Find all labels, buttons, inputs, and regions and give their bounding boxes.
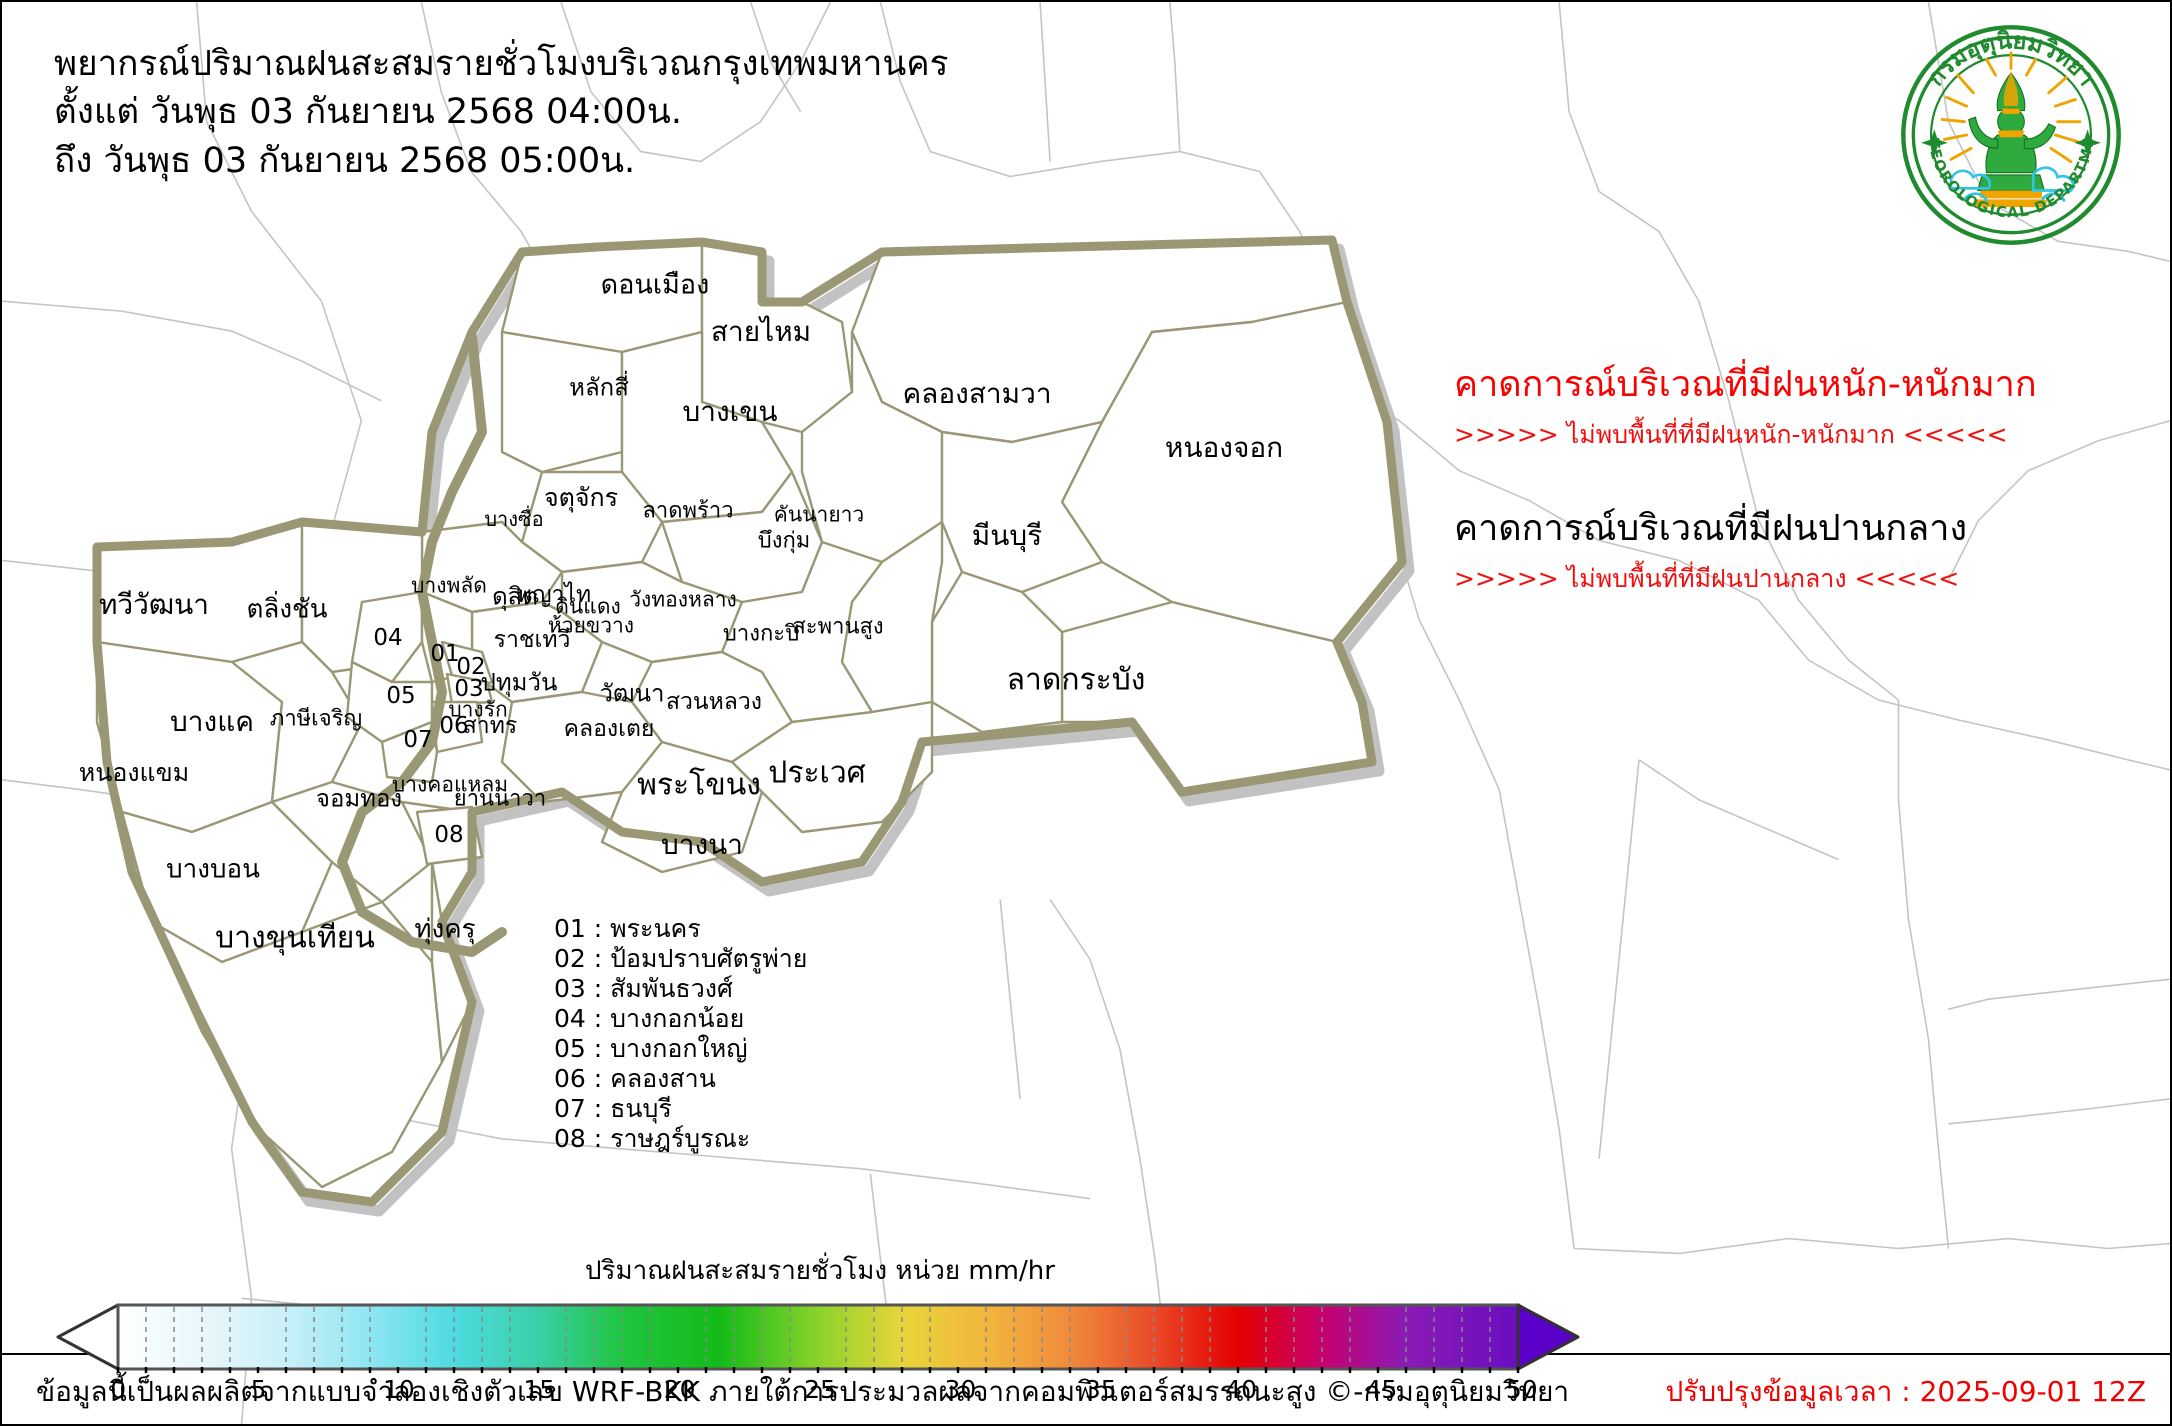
numbered-district-row: 07 : ธนบุรี [554,1094,672,1123]
page-title: พยากรณ์ปริมาณฝนสะสมรายชั่วโมงบริเวณกรุงเ… [54,40,948,185]
heavy-rain-heading: คาดการณ์บริเวณที่มีฝนหนัก-หนักมาก [1454,364,2037,405]
colorbar-tick-label: 30 [944,1375,977,1404]
page-title-main: พยากรณ์ปริมาณฝนสะสมรายชั่วโมงบริเวณกรุงเ… [54,44,949,84]
heavy-rain-result: >>>>> ไม่พบพื้นที่ที่มีฝนหนัก-หนักมาก <<… [1454,420,2008,449]
colorbar-tick-label: 20 [663,1375,696,1404]
forecast-end-time: ถึง วันพุธ 03 กันยายน 2568 05:00น. [54,140,636,181]
rain-warning-panel: คาดการณ์บริเวณที่มีฝนหนัก-หนักมาก >>>>> … [1454,362,2114,595]
colorbar-tick-label: 50 [1505,1375,1538,1404]
colorbar-tick-label: 0 [110,1375,127,1404]
colorbar-box [40,1301,1600,1373]
colorbar-tick-label: 35 [1084,1375,1117,1404]
colorbar-tick-label: 40 [1225,1375,1257,1404]
numbered-district-row: 08 : ราษฎร์บูรณะ [554,1124,751,1153]
tmd-seal-logo: กรมอุตุนิยมวิทยา METEOROLOGICAL DEPARTME… [1900,24,2121,245]
numbered-district-legend: 01 : พระนคร 02 : ป้อมปราบศัตรูพ่าย 03 : สั… [554,914,807,1154]
moderate-rain-result: >>>>> ไม่พบพื้นที่ที่มีฝนปานกลาง <<<<< [1454,563,1960,593]
footer-update-time: ปรับปรุงข้อมูลเวลา : 2025-09-01 12Z [1665,1375,2146,1408]
moderate-rain-heading: คาดการณ์บริเวณที่มีฝนปานกลาง [1454,507,1968,549]
numbered-district-row: 03 : สัมพันธวงศ์ [554,974,733,1003]
numbered-district-row: 06 : คลองสาน [554,1064,716,1093]
numbered-district-row: 02 : ป้อมปราบศัตรูพ่าย [554,944,808,973]
rainfall-colorbar: ปริมาณฝนสะสมรายชั่วโมง หน่วย mm/hr 0 5 10 1… [40,1250,1600,1413]
footer-source-note: ข้อมูลนี้เป็นผลผลิตจากแบบจำลองเชิงตัวเลข… [36,1375,1570,1408]
colorbar-tick-label: 25 [804,1375,836,1404]
numbered-district-row: 01 : พระนคร [554,914,701,943]
colorbar-tick-label: 15 [523,1375,556,1404]
numbered-district-row: 04 : บางกอกน้อย [554,1004,745,1033]
colorbar-gradient [56,1303,1580,1373]
colorbar-title: ปริมาณฝนสะสมรายชั่วโมง หน่วย mm/hr [585,1256,1055,1286]
forecast-start-time: ตั้งแต่ วันพุธ 03 กันยายน 2568 04:00น. [54,92,682,133]
colorbar-tick-label: 10 [383,1375,415,1404]
colorbar-tick-label: 5 [250,1375,267,1404]
colorbar-tick-labels: 0 5 10 15 20 25 30 35 40 45 50 [40,1375,1600,1413]
footer: ข้อมูลนี้เป็นผลผลิตจากแบบจำลองเชิงตัวเลข… [2,1364,2170,1422]
numbered-district-row: 05 : บางกอกใหญ่ [554,1034,748,1063]
colorbar-tick-label: 45 [1365,1375,1398,1404]
panel-spacer [1454,452,2114,506]
